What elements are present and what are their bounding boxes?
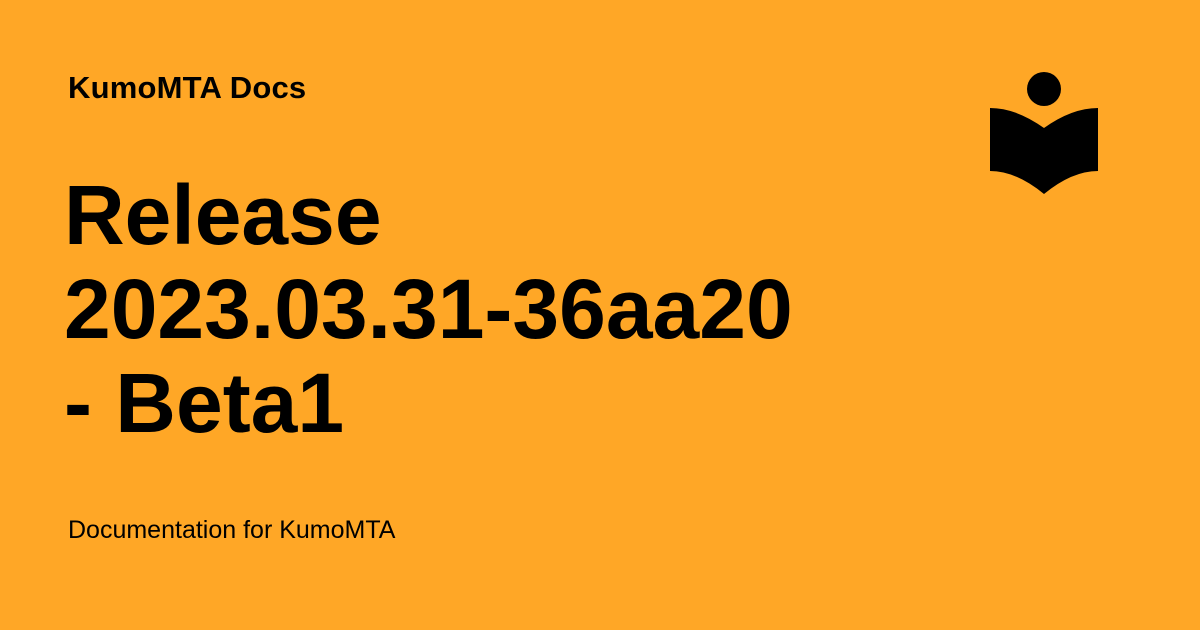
page-title-line-3: - Beta1: [64, 356, 345, 450]
page-title-line-1: Release: [64, 168, 382, 262]
page-title-line-2: 2023.03.31-36aa20: [64, 262, 793, 356]
site-name: KumoMTA Docs: [68, 70, 307, 105]
reader-book-icon: [988, 70, 1100, 196]
page-description: Documentation for KumoMTA: [68, 516, 396, 544]
page-title: Release 2023.03.31-36aa20 - Beta1: [64, 168, 964, 450]
